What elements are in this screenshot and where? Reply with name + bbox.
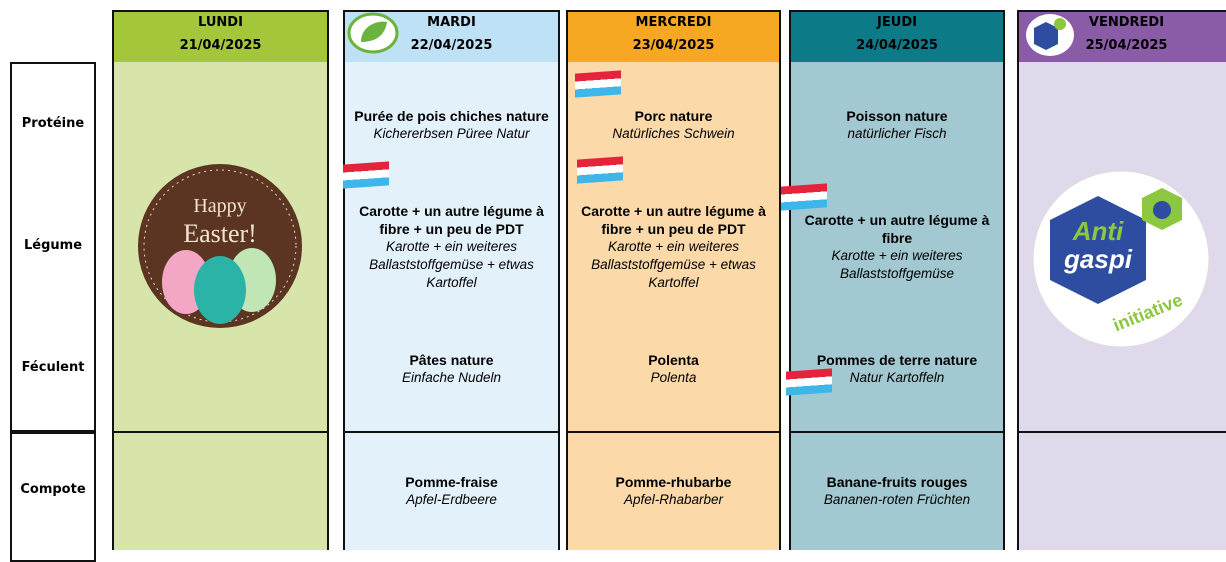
row-label: Compote: [20, 482, 86, 497]
row-divider: [343, 431, 560, 433]
meal-fr: Carotte + un autre légume à fibre + un p…: [581, 203, 766, 237]
row-divider: [789, 431, 1005, 433]
day-date: 23/04/2025: [632, 38, 715, 53]
meal-cell: Polenta Polenta: [568, 306, 779, 432]
meal-cell: Porc nature Natürliches Schwein: [568, 62, 779, 188]
day-date: 21/04/2025: [179, 38, 262, 53]
meal-cell: Carotte + un autre légume à fibre Karotte…: [791, 188, 1003, 306]
veggie-icon: [347, 12, 399, 54]
logo-text: Anti: [1072, 216, 1124, 246]
meal-fr: Pommes de terre nature: [816, 352, 978, 368]
lux-flag: [575, 70, 621, 98]
meal-cell: Pomme-rhubarbe Apfel-Rhabarber: [568, 432, 779, 550]
day-header: JEUDI 24/04/2025: [789, 10, 1005, 64]
meal-fr: Purée de pois chiches nature: [354, 108, 549, 124]
meal-de: Kichererbsen Püree Natur: [373, 126, 530, 141]
lux-flag: [577, 156, 623, 184]
day-body: [343, 62, 560, 550]
meal-cell: Pâtes nature Einfache Nudeln: [345, 306, 558, 432]
lux-flag: [343, 161, 389, 189]
label-box: [10, 62, 96, 432]
meal-de: Natur Kartoffeln: [849, 370, 945, 385]
day-header: MERCREDI 23/04/2025: [566, 10, 781, 64]
meal-fr: Carotte + un autre légume à fibre: [804, 212, 990, 246]
day-body: [789, 62, 1005, 550]
day-header: LUNDI 21/04/2025: [112, 10, 329, 64]
antigaspi-logo: Anti gaspi initiative: [1032, 170, 1210, 348]
meal-de: Bananen-roten Früchten: [823, 492, 971, 507]
meal-de: Apfel-Erdbeere: [406, 492, 497, 507]
meal-de: Karotte + ein weiteres Ballaststoffgemüs…: [369, 239, 534, 290]
meal-de: Einfache Nudeln: [401, 370, 502, 385]
antigaspi-icon: [1026, 14, 1074, 56]
meal-fr: Pomme-rhubarbe: [615, 474, 732, 490]
day-date: 24/04/2025: [856, 38, 938, 53]
meal-de: Apfel-Rhabarber: [623, 492, 724, 507]
meal-de: natürlicher Fisch: [847, 126, 947, 141]
row-divider: [112, 431, 329, 433]
row-label: Légume: [23, 238, 83, 253]
day-name: MARDI: [427, 15, 476, 30]
meal-de: Karotte + ein weiteres Ballaststoffgemüs…: [591, 239, 756, 290]
meal-cell: Banane-fruits rouges Bananen-roten Frücht…: [791, 432, 1003, 550]
meal-fr: Pomme-fraise: [405, 474, 498, 490]
page: LUNDI 21/04/2025 MARDI 22/04/2025 Purée de p…: [10, 10, 1226, 562]
meal-fr: Porc nature: [634, 108, 713, 124]
day-name: JEUDI: [877, 15, 917, 30]
lux-flag: [786, 368, 832, 396]
row-label: Protéine: [21, 116, 85, 131]
meal-de: Polenta: [650, 370, 697, 385]
row-label: Féculent: [21, 360, 85, 375]
meal-cell: Pomme-fraise Apfel-Erdbeere: [345, 432, 558, 550]
day-date: 25/04/2025: [1085, 38, 1168, 53]
lux-flag: [781, 183, 827, 211]
logo-text: gaspi: [1063, 244, 1133, 274]
row-divider: [566, 431, 781, 433]
meal-cell: Pommes de terre nature Natur Kartoffeln: [791, 306, 1003, 432]
badge-text: Easter!: [183, 219, 257, 248]
day-body: [566, 62, 781, 550]
day-name: VENDREDI: [1088, 15, 1165, 30]
day-name: MERCREDI: [635, 15, 712, 30]
day-body: [112, 62, 329, 550]
row-divider: [1017, 431, 1226, 433]
meal-fr: Poisson nature: [846, 108, 948, 124]
label-box: [10, 432, 96, 562]
meal-fr: Carotte + un autre légume à fibre + un p…: [359, 203, 544, 237]
day-date: 22/04/2025: [410, 38, 493, 53]
day-name: LUNDI: [198, 15, 243, 30]
meal-de: Natürliches Schwein: [612, 126, 735, 141]
meal-fr: Polenta: [648, 352, 699, 368]
meal-cell: Purée de pois chiches nature Kichererbsen…: [345, 62, 558, 188]
meal-cell: Carotte + un autre légume à fibre + un p…: [568, 188, 779, 306]
meal-cell: Poisson nature natürlicher Fisch: [791, 62, 1003, 188]
easter-badge: Happy Easter!: [138, 164, 302, 328]
meal-fr: Pâtes nature: [409, 352, 494, 368]
meal-de: Karotte + ein weiteres Ballaststoffgemüs…: [831, 248, 963, 281]
meal-cell: Carotte + un autre légume à fibre + un p…: [345, 188, 558, 306]
meal-fr: Banane-fruits rouges: [826, 474, 968, 490]
badge-text: Happy: [193, 195, 246, 217]
